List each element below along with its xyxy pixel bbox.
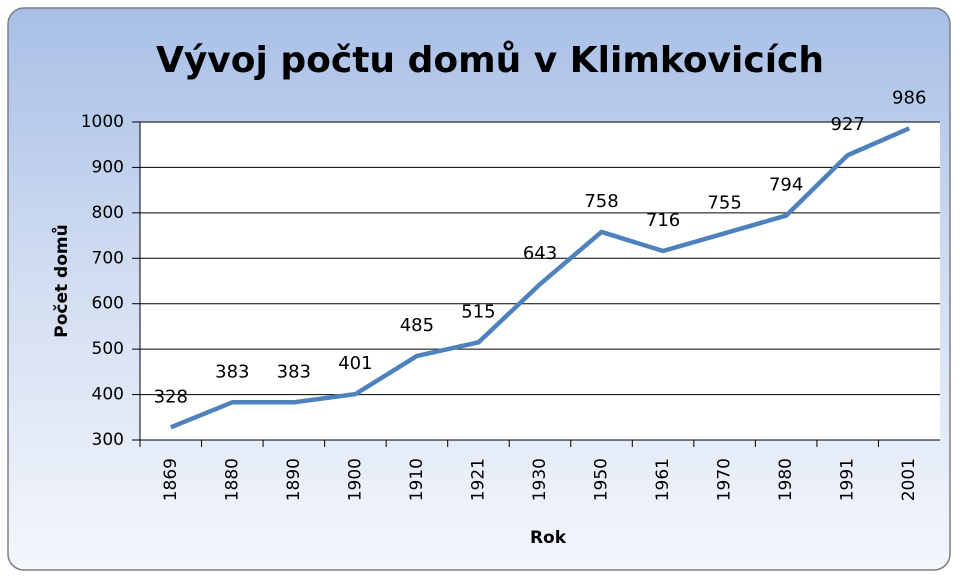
x-tick-label: 1910: [407, 458, 427, 501]
x-tick-label: 1970: [715, 458, 735, 501]
data-label: 794: [769, 175, 803, 196]
data-label: 758: [584, 191, 618, 212]
x-tick-label: 1930: [530, 458, 550, 501]
data-line: [169, 126, 911, 430]
data-label: 328: [154, 386, 188, 407]
data-label: 383: [215, 361, 249, 382]
x-tick-label: 1869: [161, 458, 181, 501]
x-tick-label: 1890: [284, 458, 304, 501]
data-label: 755: [707, 192, 741, 213]
x-tick-label: 1900: [345, 458, 365, 501]
x-tick-label: 1880: [222, 458, 242, 501]
y-tick-label: 500: [92, 339, 124, 359]
x-axis-label: Rok: [530, 528, 567, 548]
data-label: 986: [892, 87, 926, 108]
data-label: 716: [646, 210, 680, 231]
y-tick-label: 400: [92, 385, 124, 405]
y-tick-label: 700: [92, 248, 124, 268]
y-axis-label: Počet domů: [50, 224, 72, 337]
data-label: 383: [277, 361, 311, 382]
y-tick-label: 800: [92, 203, 124, 223]
y-tick-label: 300: [92, 430, 124, 450]
x-tick-label: 2001: [899, 458, 919, 501]
data-label: 643: [523, 243, 557, 264]
y-tick-label: 1000: [81, 112, 124, 132]
data-label: 515: [461, 301, 495, 322]
chart-title: Vývoj počtu domů v Klimkovicích: [156, 40, 824, 81]
x-tick-label: 1950: [592, 458, 612, 501]
x-tick-label: 1961: [653, 458, 673, 501]
data-label: 401: [338, 353, 372, 374]
x-tick-label: 1980: [776, 458, 796, 501]
plot-area: [140, 122, 940, 440]
y-tick-label: 600: [92, 294, 124, 314]
y-tick-label: 900: [92, 157, 124, 177]
data-label: 927: [831, 114, 865, 135]
data-label: 485: [400, 315, 434, 336]
x-tick-label: 1991: [838, 458, 858, 501]
x-tick-label: 1921: [468, 458, 488, 501]
